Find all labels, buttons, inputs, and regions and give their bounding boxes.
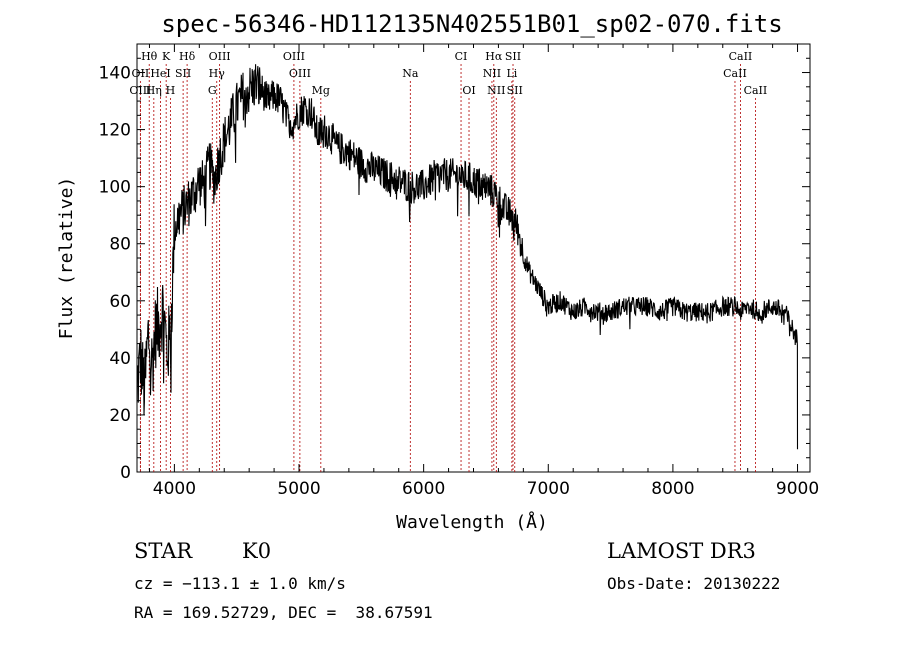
object-class: STAR [134,539,193,563]
line-label-14: Na [402,67,419,80]
y-tick-label-7: 140 [99,64,131,84]
y-tick-label-1: 20 [109,406,131,426]
emission-line-markers [139,64,756,472]
line-label-10: HeI [150,67,170,80]
line-label-17: CaII [723,67,747,80]
line-label-18: OIII [129,84,151,97]
spectrum-series-line [136,64,799,450]
line-label-15: NII [483,67,501,80]
line-label-20: H [166,84,176,97]
line-label-0: Hθ [141,50,158,63]
line-label-5: CI [455,50,468,63]
line-label-4: OIII [283,50,305,63]
line-label-7: SII [505,50,521,63]
line-label-2: Hδ [179,50,196,63]
line-label-12: Hγ [209,67,226,80]
y-tick-label-4: 80 [109,235,131,255]
y-axis-ticks: 0 20 40 60 80 100 120 140 [99,57,810,483]
line-label-19: Hη [146,84,162,97]
y-tick-label-5: 100 [99,178,131,198]
y-tick-label-2: 40 [109,349,131,369]
line-label-1: K [162,50,171,63]
line-label-3: OIII [209,50,231,63]
line-label-21: G [208,84,217,97]
line-label-24: NII [487,84,505,97]
x-axis-ticks: 4000 5000 6000 7000 8000 9000 [148,44,819,499]
survey-name: LAMOST DR3 [607,539,756,563]
radial-velocity: cz = −113.1 ± 1.0 km/s [134,574,346,593]
line-label-23: OI [462,84,475,97]
line-label-25: SII [507,84,523,97]
x-axis-label: Wavelength (Å) [396,511,548,533]
line-label-16: Li [506,67,517,80]
x-tick-label-0: 4000 [153,479,196,499]
observation-date: Obs-Date: 20130222 [607,574,781,593]
chart-title: spec-56346-HD112135N402551B01_sp02-070.f… [161,10,782,38]
x-tick-label-1: 5000 [277,479,320,499]
x-tick-label-2: 6000 [402,479,445,499]
line-label-13: OIII [289,67,311,80]
line-label-22: Mg [312,84,330,97]
line-label-9: OII [132,67,150,80]
line-label-6: Hα [485,50,503,63]
line-label-8: CaII [729,50,753,63]
y-tick-label-3: 60 [109,292,131,312]
y-axis-label: Flux (relative) [56,177,77,340]
spectral-subclass: K0 [242,539,272,563]
line-label-26: CaII [744,84,768,97]
x-tick-label-3: 7000 [527,479,570,499]
line-label-11: SII [175,67,191,80]
x-tick-label-4: 8000 [651,479,694,499]
y-tick-label-6: 120 [99,121,131,141]
y-tick-label-0: 0 [120,463,131,483]
x-tick-label-5: 9000 [776,479,819,499]
coordinates: RA = 169.52729, DEC = 38.67591 [134,603,433,622]
